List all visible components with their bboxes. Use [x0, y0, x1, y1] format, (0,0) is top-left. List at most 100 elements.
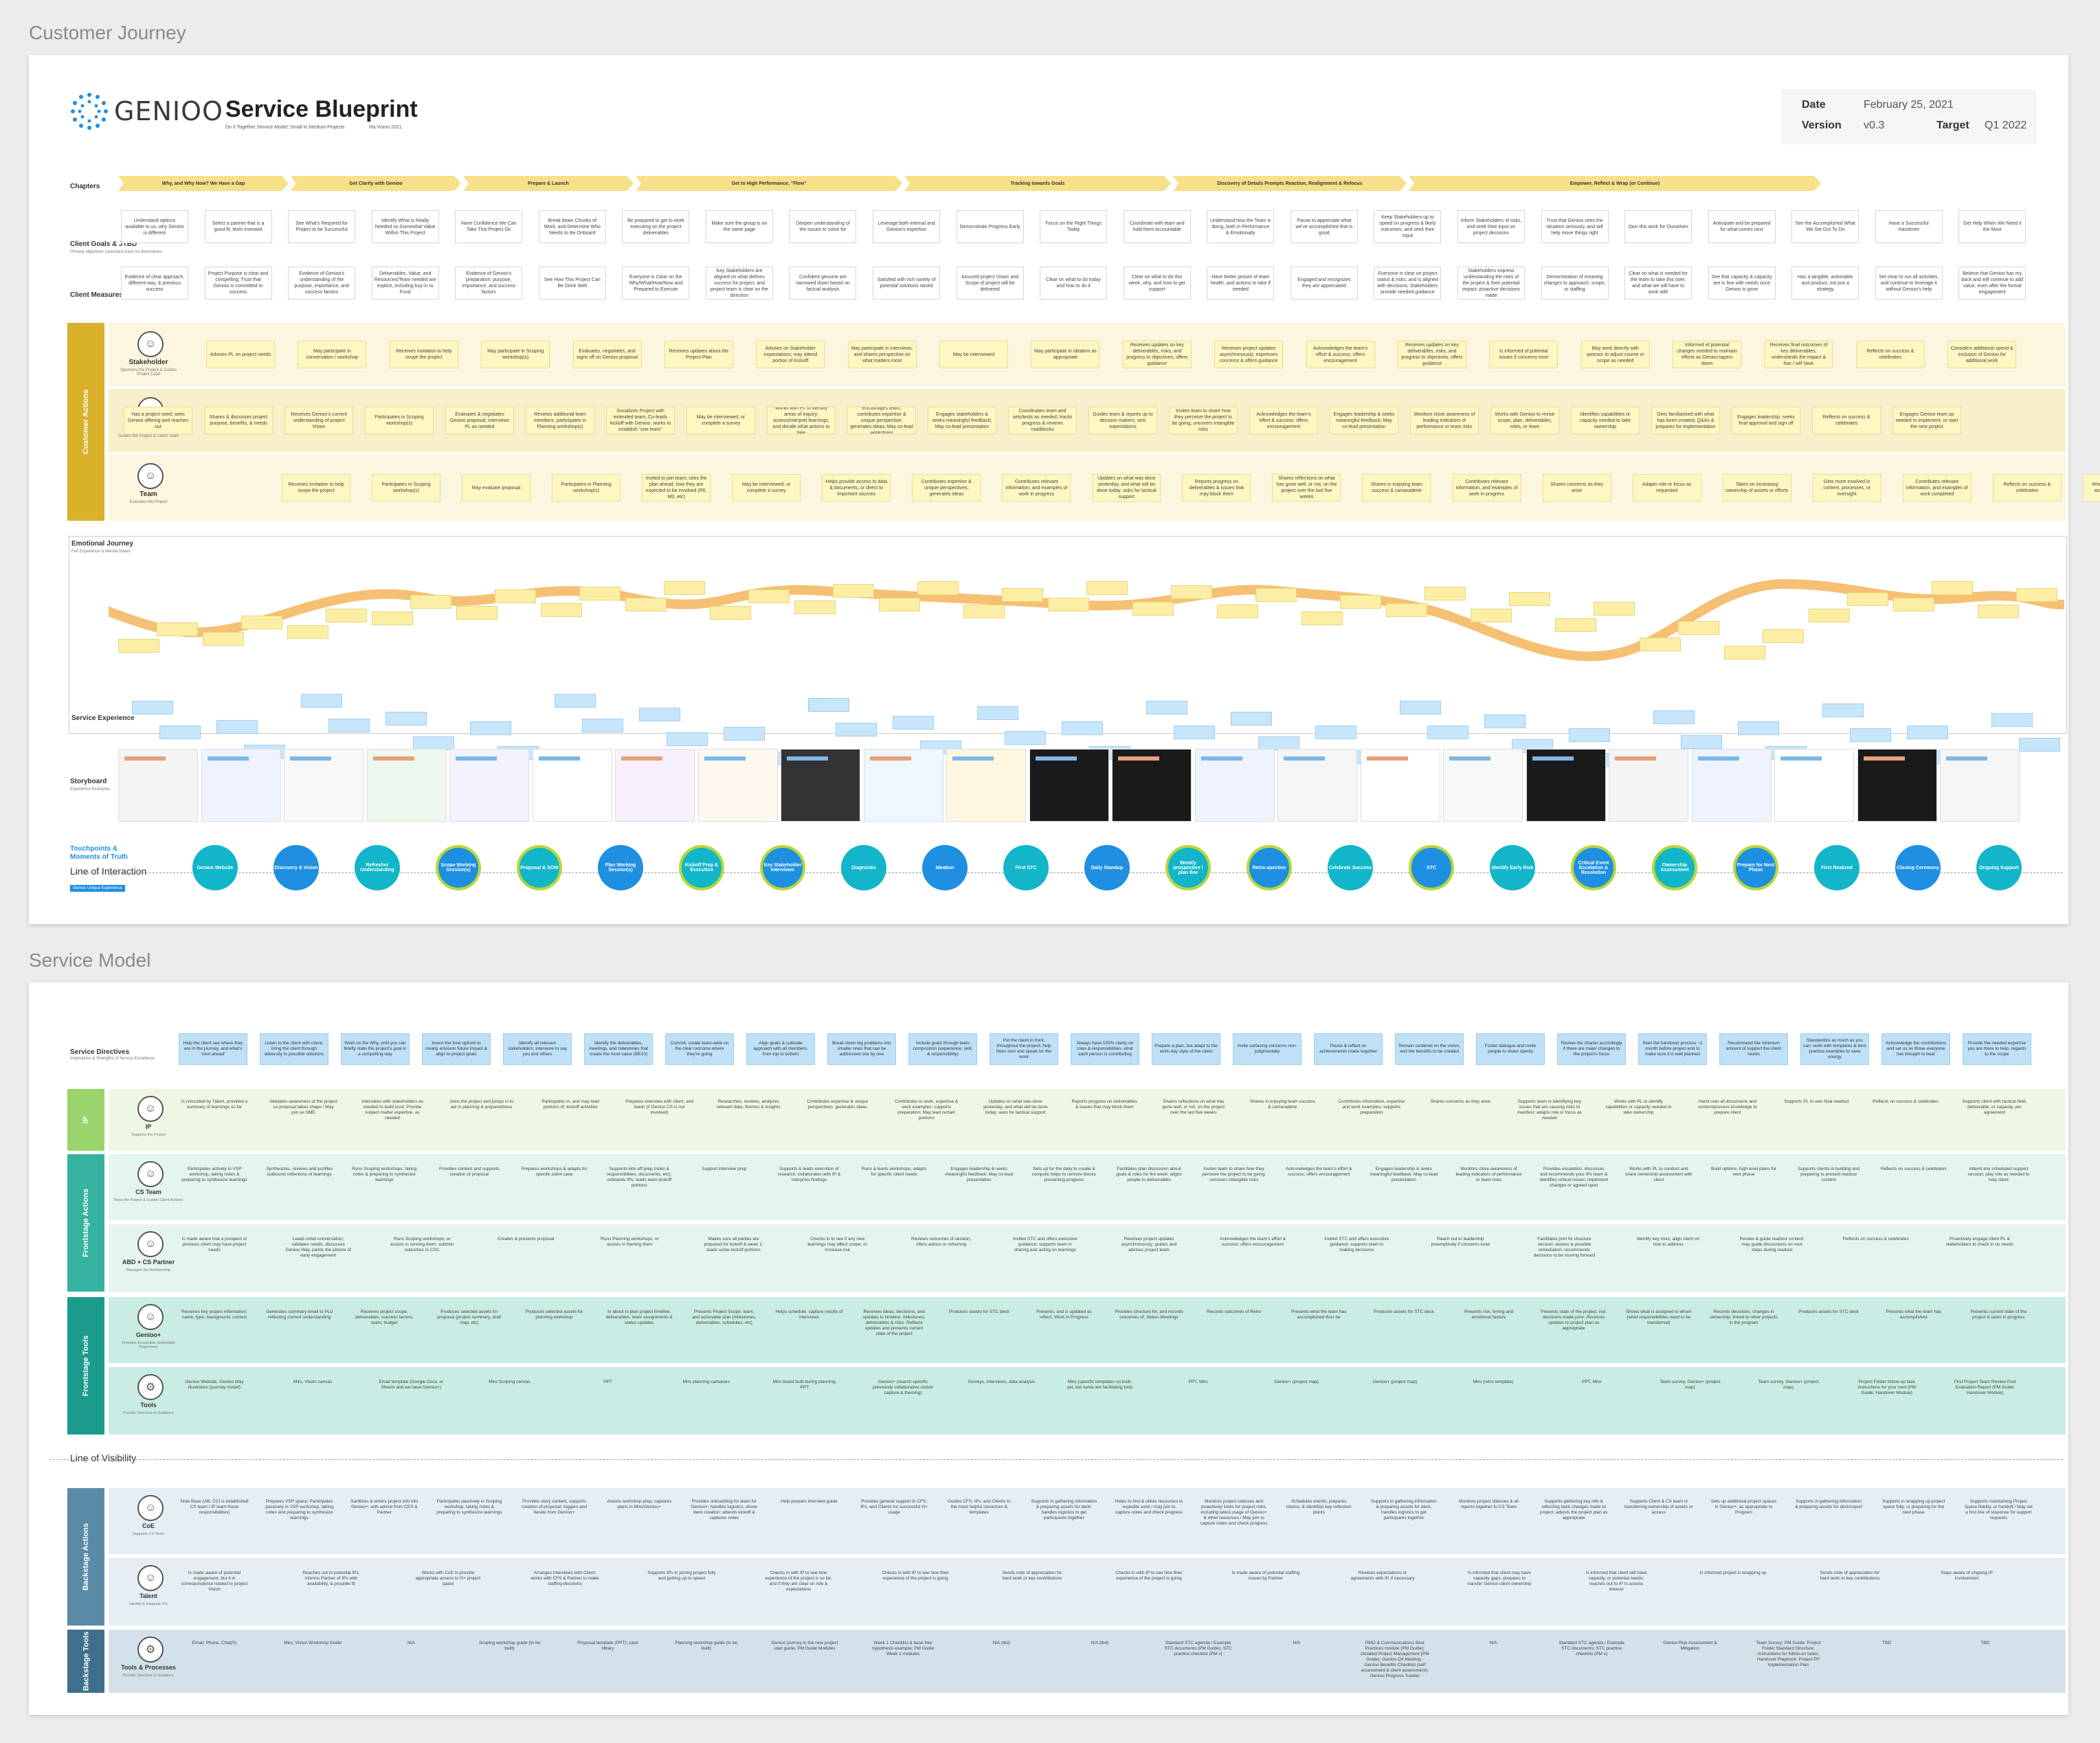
- lane-frontstage-tools: Frontstage Tools: [67, 1297, 104, 1435]
- touchpoint: Genioo Website: [192, 845, 238, 890]
- ip-cell: Works with PL to identify capabilities o…: [1605, 1099, 1672, 1115]
- experience-note: [1400, 701, 1441, 715]
- lane-backstage-tools: Backstage Tools: [67, 1630, 104, 1693]
- service-directive: Commit, create team-wide on the clear ou…: [665, 1033, 734, 1065]
- genioo-cell: Generates summary email to PLd reflectin…: [266, 1309, 333, 1320]
- lead-note: Monitors close awareness of leading indi…: [1410, 407, 1479, 434]
- actor-sub: Sponsors the Project & Guides Project Le…: [120, 368, 177, 376]
- stakeholder-note: May work directly with sponsor to adjust…: [1580, 341, 1650, 368]
- emotion-note: [1724, 646, 1765, 660]
- coe-cell: Help prepare interview guide: [781, 1499, 838, 1504]
- model-actor-sub: Supports the Project: [131, 1133, 166, 1137]
- service-directive: Listen to the client with intent, bring …: [260, 1033, 328, 1065]
- abd-cell: Makes sure all parties are prepared for …: [704, 1237, 763, 1252]
- experience-note: [1484, 715, 1526, 728]
- touchpoint: Refresher Understanding: [355, 845, 400, 890]
- touchpoint: Diagnostic: [841, 845, 886, 890]
- thumbnail-bar: [1615, 756, 1656, 761]
- experience-note: [1653, 710, 1695, 724]
- emotion-note: [1471, 609, 1512, 622]
- cs-cell: Facilitates plan discussion about goals …: [1116, 1167, 1182, 1182]
- line-of-visibility: [49, 1459, 2063, 1460]
- cs-cell: Invites team to share how they perceive …: [1202, 1167, 1266, 1182]
- band-talent: [109, 1558, 2066, 1626]
- measure-card: See that capacity & capacity are in line…: [1708, 267, 1776, 300]
- lane-ip: IP: [67, 1089, 104, 1151]
- storyboard-thumbnail: [284, 749, 364, 822]
- model-actor-name: Tools: [140, 1402, 157, 1408]
- service-directive: Remain centered on the vision, and the b…: [1395, 1033, 1464, 1065]
- ip-cell: Shares in enjoying team success & camara…: [1249, 1099, 1315, 1110]
- band-abd: [109, 1224, 2066, 1292]
- thumbnail-bar: [1200, 756, 1242, 761]
- goal-card: See the Accomplished What We Set Out To …: [1791, 210, 1859, 243]
- genioo-cell: Produces assets for STC deck: [948, 1309, 1009, 1314]
- storyboard-thumbnail: [118, 749, 198, 822]
- coe-cell: Supports maintaining Project Space fidel…: [1964, 1499, 2033, 1520]
- thumbnail-bar: [869, 756, 911, 761]
- team-note: Reports progress on deliverables & issue…: [1182, 474, 1251, 502]
- cs-cell: Engages leadership & seeks meaningful fe…: [1370, 1167, 1438, 1182]
- measure-card: Evidence of Genioo's understanding of th…: [288, 267, 356, 300]
- stakeholder-note: Reflects on success & celebrates: [1855, 341, 1925, 368]
- lead-note: Works with Genioo to revise scope, plan,…: [1490, 407, 1559, 434]
- lead-note: Participates in Scoping workshop(s): [365, 407, 434, 434]
- team-note: Contributes relevant information, and ex…: [1902, 474, 1971, 502]
- genioo-cell: Presents what the team has accomplished …: [1291, 1309, 1347, 1320]
- ip-cell: Shares reflections on what has gone well…: [1162, 1099, 1225, 1115]
- emotion-note: [879, 598, 920, 611]
- emotion-note: [1425, 587, 1466, 600]
- coe-cell: Sanitizes & enters project info into Gen…: [350, 1499, 418, 1515]
- experience-note: [301, 694, 342, 708]
- row-label-service-experience: Service Experience: [71, 715, 135, 722]
- emotion-note: [1171, 585, 1212, 599]
- abd-cell: Reflects on success & celebrates: [1842, 1237, 1909, 1241]
- stakeholder-note: Receives final outcomes of key deliverab…: [1764, 341, 1833, 368]
- version-value: v0.3: [1864, 120, 1885, 131]
- band-genioo: [109, 1297, 2066, 1363]
- goal-card: Focus on the Right Things Today: [1040, 210, 1108, 243]
- emotion-note: [157, 622, 198, 636]
- emotion-note: [1594, 602, 1635, 616]
- measure-card: Deliverables, Value, and Resources/Team …: [371, 267, 439, 300]
- tool-cell: Team survey, Genioo+ (project map): [1758, 1380, 1819, 1390]
- meta-box: [1781, 89, 2037, 144]
- thumbnail-bar: [124, 756, 166, 761]
- lead-note: Works with PL to identify areas of inqui…: [767, 407, 836, 434]
- talent-cell: Checks in with IP to see how experience …: [765, 1571, 832, 1592]
- row-sub-directives: Inspirations & Strengths of Service Exce…: [70, 1057, 155, 1061]
- talent-cell: Reaches out to potential IPs, informs Pa…: [302, 1571, 360, 1586]
- experience-note: [808, 698, 849, 712]
- chapter: Why, and Why Now? We Have a Gap: [118, 176, 289, 191]
- talent-cell: Is made aware of potential staffing issu…: [1231, 1571, 1300, 1581]
- process-cell: Genioo journey in the new project start …: [771, 1641, 838, 1651]
- model-actor-name: Genioo+: [135, 1331, 161, 1338]
- storyboard-thumbnail: [1112, 749, 1192, 822]
- abd-cell: Reviews outcomes of session, offers advi…: [911, 1237, 972, 1247]
- tool-cell: PPT: [603, 1380, 612, 1384]
- coe-cell: Schedules events; prepares tokens, & ide…: [1286, 1499, 1352, 1515]
- touchpoint: Ownership Assessment: [1652, 845, 1697, 890]
- talent-cell: Works with CoE to provide appropriate ac…: [415, 1571, 481, 1586]
- team-note: Participates in Planning workshop(s): [552, 474, 621, 502]
- talent-cell: Reviews expectations or agreements with …: [1350, 1571, 1415, 1581]
- team-note: Works on the project as assigned, or spi…: [2082, 474, 2100, 502]
- abd-cell: Acknowledges the team's effort & success…: [1220, 1237, 1286, 1247]
- genioo-cell: Presents risk, timing and emotional fact…: [1464, 1309, 1514, 1320]
- storyboard-thumbnail: [1443, 749, 1523, 822]
- model-actor-sub: Provide Structure or Guidance: [123, 1411, 174, 1415]
- service-directive: Work on the Why, until you can briefly s…: [341, 1033, 410, 1065]
- storyboard-thumbnail: [863, 749, 943, 822]
- lead-note: Encourages team; contributes expertise &…: [847, 407, 916, 434]
- team-note: Updates on what was done yesterday, and …: [1092, 474, 1161, 502]
- talent-cell: Sends note of appreciation for hard work…: [1820, 1571, 1880, 1581]
- stakeholder-note: Receives invitation to help scope the pr…: [389, 341, 458, 368]
- measure-card: Have better picture of team health, and …: [1207, 267, 1275, 300]
- measure-card: Stakeholders express understanding the r…: [1457, 267, 1525, 300]
- measure-card: Clear on what to do today and how to do …: [1040, 267, 1108, 300]
- abd-cell: Invited STC and offers executive guidanc…: [1324, 1237, 1389, 1252]
- experience-note: [1850, 728, 1891, 742]
- touchpoint: Identify Early Risk: [1490, 845, 1535, 890]
- abd-cell: Review & guide readout content; may guid…: [1739, 1237, 1805, 1252]
- lead-note: Identifies capabilities or capacity need…: [1571, 407, 1640, 434]
